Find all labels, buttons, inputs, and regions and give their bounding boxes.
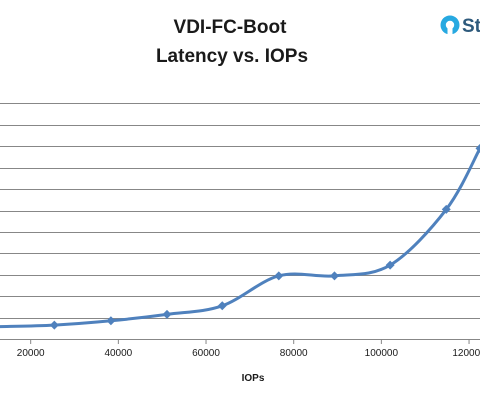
data-point-marker [49, 320, 59, 330]
chart-subtitle: Latency vs. IOPs [156, 46, 308, 67]
logo-text: St [462, 16, 480, 37]
x-axis [0, 339, 480, 344]
series-line [0, 146, 480, 329]
data-point-marker [475, 143, 480, 153]
data-point-marker [385, 260, 395, 270]
x-tick-label: 20000 [17, 348, 45, 359]
x-tick-label: 60000 [192, 348, 220, 359]
chart-title: VDI-FC-Boot [174, 17, 288, 38]
gridlines [0, 103, 480, 319]
x-tick-label: 100000 [365, 348, 399, 359]
storagereview-logo: St [440, 15, 480, 37]
x-tick-label: 120000 [452, 348, 480, 359]
data-point-marker [274, 271, 284, 281]
data-point-marker [106, 316, 116, 326]
data-point-marker [329, 271, 339, 281]
x-tick-label: 40000 [104, 348, 132, 359]
logo-mark-icon [440, 15, 460, 35]
x-tick-labels: 20000 40000 60000 80000 100000 120000 [17, 348, 480, 359]
data-point-marker [441, 204, 451, 214]
data-point-marker [162, 309, 172, 319]
data-point-marker [217, 301, 227, 311]
x-axis-title: IOPs [242, 373, 265, 384]
series-markers [49, 143, 480, 330]
x-tick-label: 80000 [280, 348, 308, 359]
